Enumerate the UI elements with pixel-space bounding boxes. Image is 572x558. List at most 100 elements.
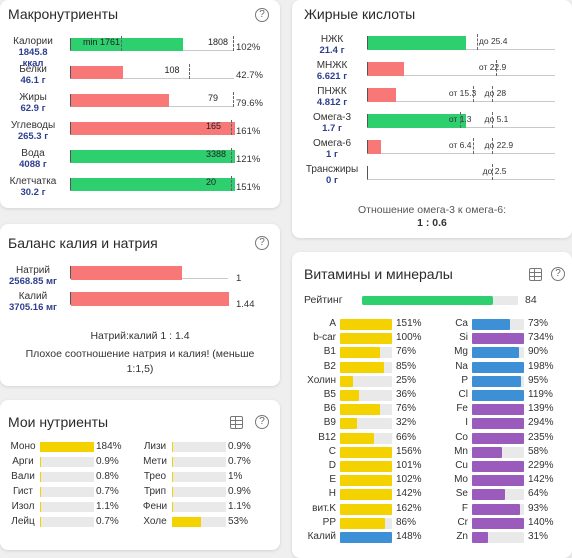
my-nutrient-row[interactable]: Вали 0.8% bbox=[8, 471, 138, 484]
balance-value: 1.44 bbox=[236, 299, 255, 310]
vitamin-row[interactable]: Холин 25% bbox=[300, 375, 432, 388]
vitamin-row[interactable]: B2 85% bbox=[300, 361, 432, 374]
my-nutrient-row[interactable]: Лизи 0.9% bbox=[140, 441, 270, 454]
macro-row[interactable]: Углеводы 265.3 г 165 161% bbox=[0, 120, 280, 144]
vitamin-percent: 76% bbox=[396, 346, 417, 358]
my-nutrient-row[interactable]: Трео 1% bbox=[140, 471, 270, 484]
vitamin-row[interactable]: Калий 148% bbox=[300, 531, 432, 544]
vitamin-row[interactable]: Si 734% bbox=[432, 332, 564, 345]
fat-track: от 1.3 до 5.1 bbox=[367, 112, 555, 128]
macro-help-icon[interactable]: ? bbox=[255, 8, 269, 22]
my-nutrient-bar bbox=[40, 487, 41, 497]
vitamin-row[interactable]: B6 76% bbox=[300, 403, 432, 416]
vitamin-row[interactable]: Ca 73% bbox=[432, 318, 564, 331]
vitamin-row[interactable]: Cu 229% bbox=[432, 460, 564, 473]
vitamin-percent: 162% bbox=[396, 502, 422, 514]
vitamin-row[interactable]: Mo 142% bbox=[432, 474, 564, 487]
vitamin-bar bbox=[340, 418, 357, 430]
vitamin-row[interactable]: P 95% bbox=[432, 375, 564, 388]
vitamin-row[interactable]: Na 198% bbox=[432, 361, 564, 374]
fat-row[interactable]: Трансжиры 0 г до 2.5 bbox=[292, 164, 572, 190]
vitamin-row[interactable]: b-car 100% bbox=[300, 332, 432, 345]
balance-row[interactable]: Калий 3705.16 мг 1.44 bbox=[0, 291, 280, 315]
vitamin-row[interactable]: Se 64% bbox=[432, 488, 564, 501]
vitamin-name: H bbox=[328, 488, 336, 500]
table-view-icon[interactable] bbox=[529, 268, 542, 281]
vitamin-row[interactable]: Mn 58% bbox=[432, 446, 564, 459]
vitamin-bar bbox=[472, 319, 510, 330]
fat-row[interactable]: МНЖК 6.621 г от 22.9 bbox=[292, 60, 572, 86]
vitamin-row[interactable]: I 294% bbox=[432, 417, 564, 430]
macro-value-label: 79 bbox=[208, 93, 219, 103]
my-nutrient-row[interactable]: Моно 184% bbox=[8, 441, 138, 454]
rating-value: 84 bbox=[525, 294, 537, 306]
vitamin-bar bbox=[340, 333, 392, 345]
macro-row[interactable]: Жиры 62.9 г 79 79.6% bbox=[0, 92, 280, 116]
vitamin-percent: 66% bbox=[396, 431, 417, 443]
fat-acids-title: Жирные кислоты bbox=[304, 6, 416, 22]
vitamin-row[interactable]: A 151% bbox=[300, 318, 432, 331]
vitamin-row[interactable]: Co 235% bbox=[432, 432, 564, 445]
balance-help-icon[interactable]: ? bbox=[255, 236, 269, 250]
my-nutrient-row[interactable]: Гист 0.7% bbox=[8, 486, 138, 499]
vitamin-row[interactable]: D 101% bbox=[300, 460, 432, 473]
my-nutrient-track bbox=[40, 457, 94, 467]
vitamin-track bbox=[340, 475, 392, 487]
vitamins-help-icon[interactable]: ? bbox=[551, 267, 565, 281]
my-nutrient-percent: 0.9% bbox=[96, 456, 119, 467]
my-nutrient-track bbox=[172, 472, 226, 482]
fat-limit-label: до 28 bbox=[484, 88, 507, 98]
vitamin-row[interactable]: Cr 140% bbox=[432, 517, 564, 530]
my-nutrient-row[interactable]: Трип 0.9% bbox=[140, 486, 270, 499]
my-nutrient-name: Гист bbox=[12, 486, 34, 497]
vitamin-row[interactable]: E 102% bbox=[300, 474, 432, 487]
my-nutrient-row[interactable]: Лейц 0.7% bbox=[8, 516, 138, 529]
table-view-icon[interactable] bbox=[230, 416, 243, 429]
macro-row[interactable]: Вода 4088 г 3388 121% bbox=[0, 148, 280, 172]
balance-row[interactable]: Натрий 2568.85 мг 1 bbox=[0, 265, 280, 289]
macro-row[interactable]: Калории 1845.8 ккал min 1761 1808 102% bbox=[0, 36, 280, 69]
my-nutrient-bar bbox=[40, 502, 41, 512]
fat-row[interactable]: Омега-6 1 г от 6.4 до 22.9 bbox=[292, 138, 572, 164]
vitamin-row[interactable]: Fe 139% bbox=[432, 403, 564, 416]
fat-bar bbox=[368, 36, 466, 50]
macro-bar bbox=[71, 66, 124, 79]
vitamin-row[interactable]: B12 66% bbox=[300, 432, 432, 445]
vitamin-name: D bbox=[328, 460, 336, 471]
macro-title: Макронутриенты bbox=[8, 6, 119, 22]
vitamin-track bbox=[472, 361, 524, 373]
vitamin-row[interactable]: Cl 119% bbox=[432, 389, 564, 402]
fat-row[interactable]: ПНЖК 4.812 г от 15.3 до 28 bbox=[292, 86, 572, 112]
macro-row[interactable]: Белки 46.1 г 108 42.7% bbox=[0, 64, 280, 88]
fat-name: НЖК bbox=[320, 34, 344, 45]
vitamin-row[interactable]: F 93% bbox=[432, 503, 564, 516]
my-nutrients-help-icon[interactable]: ? bbox=[255, 415, 269, 429]
fat-row[interactable]: Омега-3 1.7 г от 1.3 до 5.1 bbox=[292, 112, 572, 138]
macro-row[interactable]: Клетчатка 30.2 г 20 151% bbox=[0, 176, 280, 200]
vitamin-row[interactable]: Mg 90% bbox=[432, 346, 564, 359]
my-nutrient-row[interactable]: Арги 0.9% bbox=[8, 456, 138, 469]
my-nutrient-track bbox=[40, 517, 94, 527]
vitamin-name: Se bbox=[455, 488, 468, 500]
vitamin-bar bbox=[340, 319, 392, 330]
my-nutrient-row[interactable]: Фени 1.1% bbox=[140, 501, 270, 514]
vitamin-row[interactable]: B9 32% bbox=[300, 417, 432, 430]
fat-limit-tick bbox=[460, 112, 462, 128]
vitamin-percent: 151% bbox=[396, 318, 422, 329]
my-nutrient-row[interactable]: Мети 0.7% bbox=[140, 456, 270, 469]
fat-name: МНЖК bbox=[316, 60, 348, 71]
my-nutrient-row[interactable]: Холе 53% bbox=[140, 516, 270, 529]
vitamin-row[interactable]: вит.K 162% bbox=[300, 503, 432, 516]
macro-track: min 1761 1808 bbox=[70, 36, 234, 51]
fat-row[interactable]: НЖК 21.4 г до 25.4 bbox=[292, 34, 572, 60]
my-nutrient-row[interactable]: Изол 1.1% bbox=[8, 501, 138, 514]
vitamin-bar bbox=[472, 432, 524, 444]
vitamin-row[interactable]: Zn 31% bbox=[432, 531, 564, 544]
vitamin-row[interactable]: C 156% bbox=[300, 446, 432, 459]
vitamin-bar bbox=[472, 489, 506, 501]
vitamin-row[interactable]: B1 76% bbox=[300, 346, 432, 359]
vitamin-bar bbox=[340, 532, 392, 543]
vitamin-row[interactable]: H 142% bbox=[300, 488, 432, 501]
vitamin-row[interactable]: B5 36% bbox=[300, 389, 432, 402]
vitamin-row[interactable]: PP 86% bbox=[300, 517, 432, 530]
